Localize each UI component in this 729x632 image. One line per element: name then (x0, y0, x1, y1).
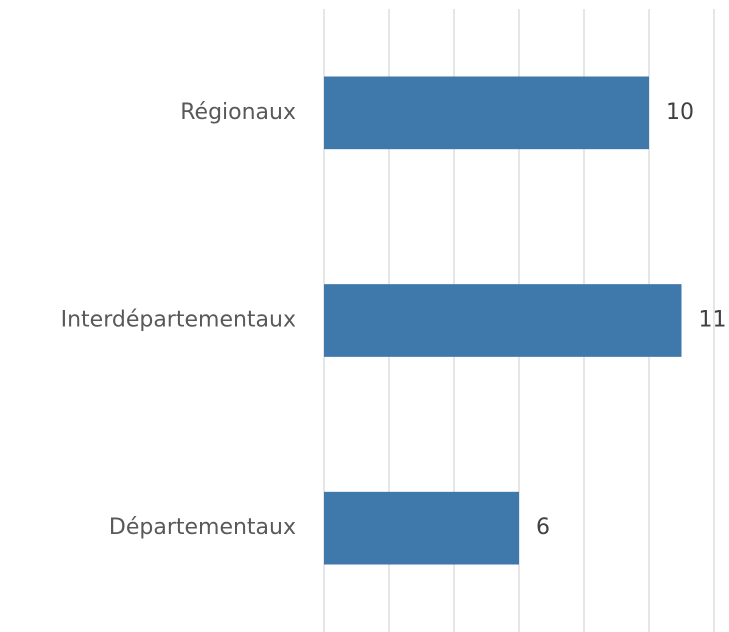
data-label: 10 (666, 100, 694, 125)
data-label: 6 (536, 515, 550, 540)
y-tick-label: Départementaux (109, 515, 296, 540)
y-tick-label: Interdépartementaux (61, 308, 296, 333)
data-label: 11 (699, 308, 727, 333)
y-tick-label: Régionaux (180, 100, 296, 125)
bar (324, 76, 649, 150)
bar (324, 491, 519, 565)
bar (324, 284, 682, 357)
